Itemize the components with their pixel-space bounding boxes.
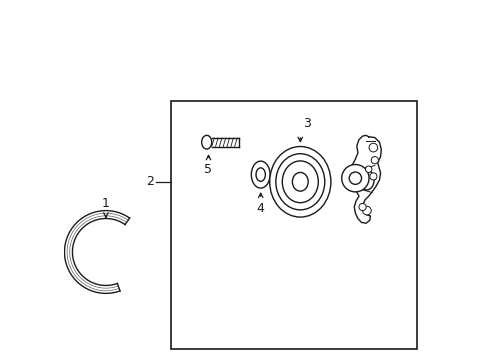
Text: 4: 4 [256,202,264,215]
Text: 3: 3 [302,117,310,130]
Text: 1: 1 [102,197,110,210]
Circle shape [358,203,366,211]
Text: 5: 5 [204,163,212,176]
Circle shape [362,206,370,215]
Circle shape [370,157,378,164]
Bar [170,101,416,349]
Circle shape [348,172,361,184]
Circle shape [369,173,376,180]
Ellipse shape [292,172,307,191]
Text: 2: 2 [145,175,153,188]
Ellipse shape [251,161,269,188]
Ellipse shape [256,168,265,181]
Ellipse shape [282,161,318,203]
Circle shape [365,166,371,172]
Ellipse shape [275,154,324,210]
Circle shape [341,165,368,192]
Circle shape [368,143,377,152]
Ellipse shape [201,135,211,149]
Ellipse shape [269,147,330,217]
Ellipse shape [359,170,373,190]
